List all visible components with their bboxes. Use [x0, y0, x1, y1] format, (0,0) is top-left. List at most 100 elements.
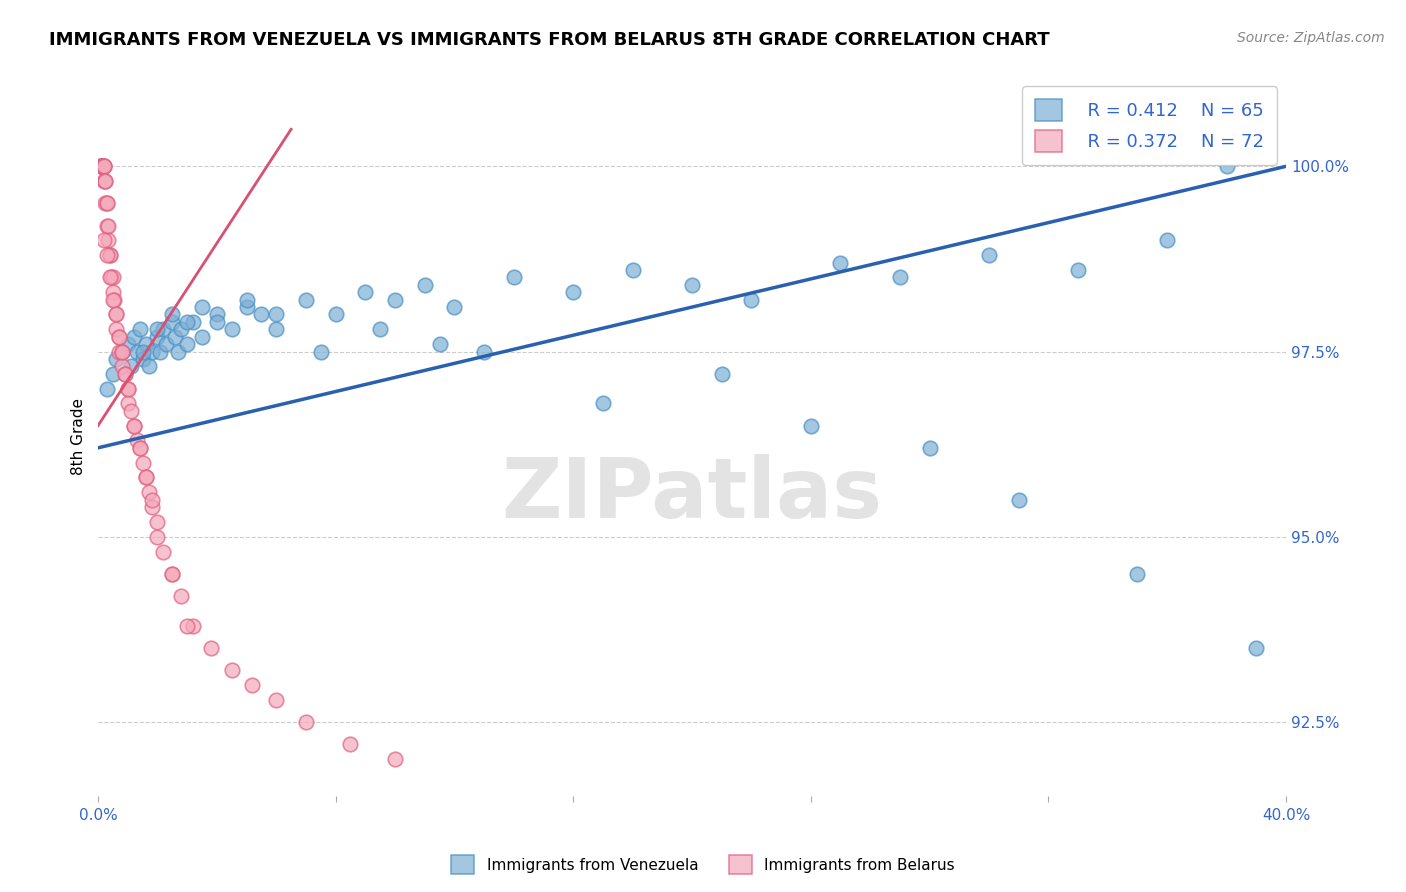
- Point: [94, 174, 117, 188]
- Point: [1126, 566, 1149, 581]
- Point: [100, 270, 122, 285]
- Point: [128, 441, 150, 455]
- Point: [205, 315, 228, 329]
- Point: [98, 270, 121, 285]
- Point: [384, 293, 406, 307]
- Point: [101, 270, 124, 285]
- Text: ZIPatlas: ZIPatlas: [502, 454, 883, 534]
- Point: [90, 159, 112, 173]
- Point: [122, 418, 145, 433]
- Point: [90, 159, 112, 173]
- Point: [250, 308, 273, 322]
- Point: [242, 678, 264, 692]
- Point: [91, 159, 114, 173]
- Point: [97, 234, 120, 248]
- Point: [149, 344, 172, 359]
- Point: [96, 196, 118, 211]
- Point: [830, 255, 852, 269]
- Point: [152, 322, 174, 336]
- Point: [354, 285, 377, 300]
- Point: [235, 300, 257, 314]
- Point: [141, 492, 163, 507]
- Point: [889, 270, 911, 285]
- Point: [108, 329, 131, 343]
- Point: [111, 344, 134, 359]
- Point: [141, 500, 163, 514]
- Point: [90, 159, 112, 173]
- Point: [131, 344, 153, 359]
- Point: [384, 752, 406, 766]
- Point: [146, 322, 169, 336]
- Point: [93, 159, 115, 173]
- Point: [108, 344, 131, 359]
- Point: [181, 315, 204, 329]
- Point: [710, 367, 733, 381]
- Point: [176, 618, 198, 632]
- Point: [1215, 159, 1237, 173]
- Point: [117, 337, 139, 351]
- Point: [309, 344, 332, 359]
- Point: [131, 456, 153, 470]
- Point: [170, 322, 193, 336]
- Point: [93, 234, 115, 248]
- Point: [221, 322, 243, 336]
- Point: [98, 248, 121, 262]
- Point: [128, 322, 150, 336]
- Point: [97, 219, 120, 233]
- Point: [176, 337, 198, 351]
- Point: [125, 434, 148, 448]
- Point: [96, 219, 118, 233]
- Point: [205, 308, 228, 322]
- Point: [101, 367, 124, 381]
- Point: [264, 322, 287, 336]
- Point: [91, 159, 114, 173]
- Point: [108, 329, 131, 343]
- Point: [93, 159, 115, 173]
- Point: [96, 248, 118, 262]
- Point: [191, 329, 214, 343]
- Point: [98, 248, 121, 262]
- Point: [104, 351, 127, 366]
- Point: [135, 470, 157, 484]
- Point: [162, 566, 184, 581]
- Point: [141, 344, 163, 359]
- Point: [122, 418, 145, 433]
- Point: [104, 322, 127, 336]
- Point: [235, 293, 257, 307]
- Point: [800, 418, 823, 433]
- Point: [111, 344, 134, 359]
- Legend: Immigrants from Venezuela, Immigrants from Belarus: Immigrants from Venezuela, Immigrants fr…: [446, 849, 960, 880]
- Point: [264, 692, 287, 706]
- Point: [101, 285, 124, 300]
- Point: [170, 589, 193, 603]
- Point: [339, 737, 361, 751]
- Point: [117, 382, 139, 396]
- Point: [122, 329, 145, 343]
- Point: [562, 285, 585, 300]
- Point: [111, 359, 134, 374]
- Point: [413, 277, 436, 292]
- Point: [96, 196, 118, 211]
- Point: [162, 308, 184, 322]
- Point: [146, 515, 169, 529]
- Legend:   R = 0.412    N = 65,   R = 0.372    N = 72: R = 0.412 N = 65, R = 0.372 N = 72: [1022, 87, 1277, 165]
- Point: [502, 270, 524, 285]
- Point: [155, 337, 177, 351]
- Point: [114, 367, 136, 381]
- Point: [93, 159, 115, 173]
- Point: [368, 322, 391, 336]
- Point: [472, 344, 495, 359]
- Point: [135, 337, 157, 351]
- Point: [146, 530, 169, 544]
- Point: [200, 640, 222, 655]
- Point: [104, 308, 127, 322]
- Point: [101, 293, 124, 307]
- Point: [1067, 263, 1090, 277]
- Text: IMMIGRANTS FROM VENEZUELA VS IMMIGRANTS FROM BELARUS 8TH GRADE CORRELATION CHART: IMMIGRANTS FROM VENEZUELA VS IMMIGRANTS …: [49, 31, 1050, 49]
- Point: [90, 159, 112, 173]
- Text: Source: ZipAtlas.com: Source: ZipAtlas.com: [1237, 31, 1385, 45]
- Y-axis label: 8th Grade: 8th Grade: [72, 398, 86, 475]
- Point: [91, 159, 114, 173]
- Point: [104, 308, 127, 322]
- Point: [135, 470, 157, 484]
